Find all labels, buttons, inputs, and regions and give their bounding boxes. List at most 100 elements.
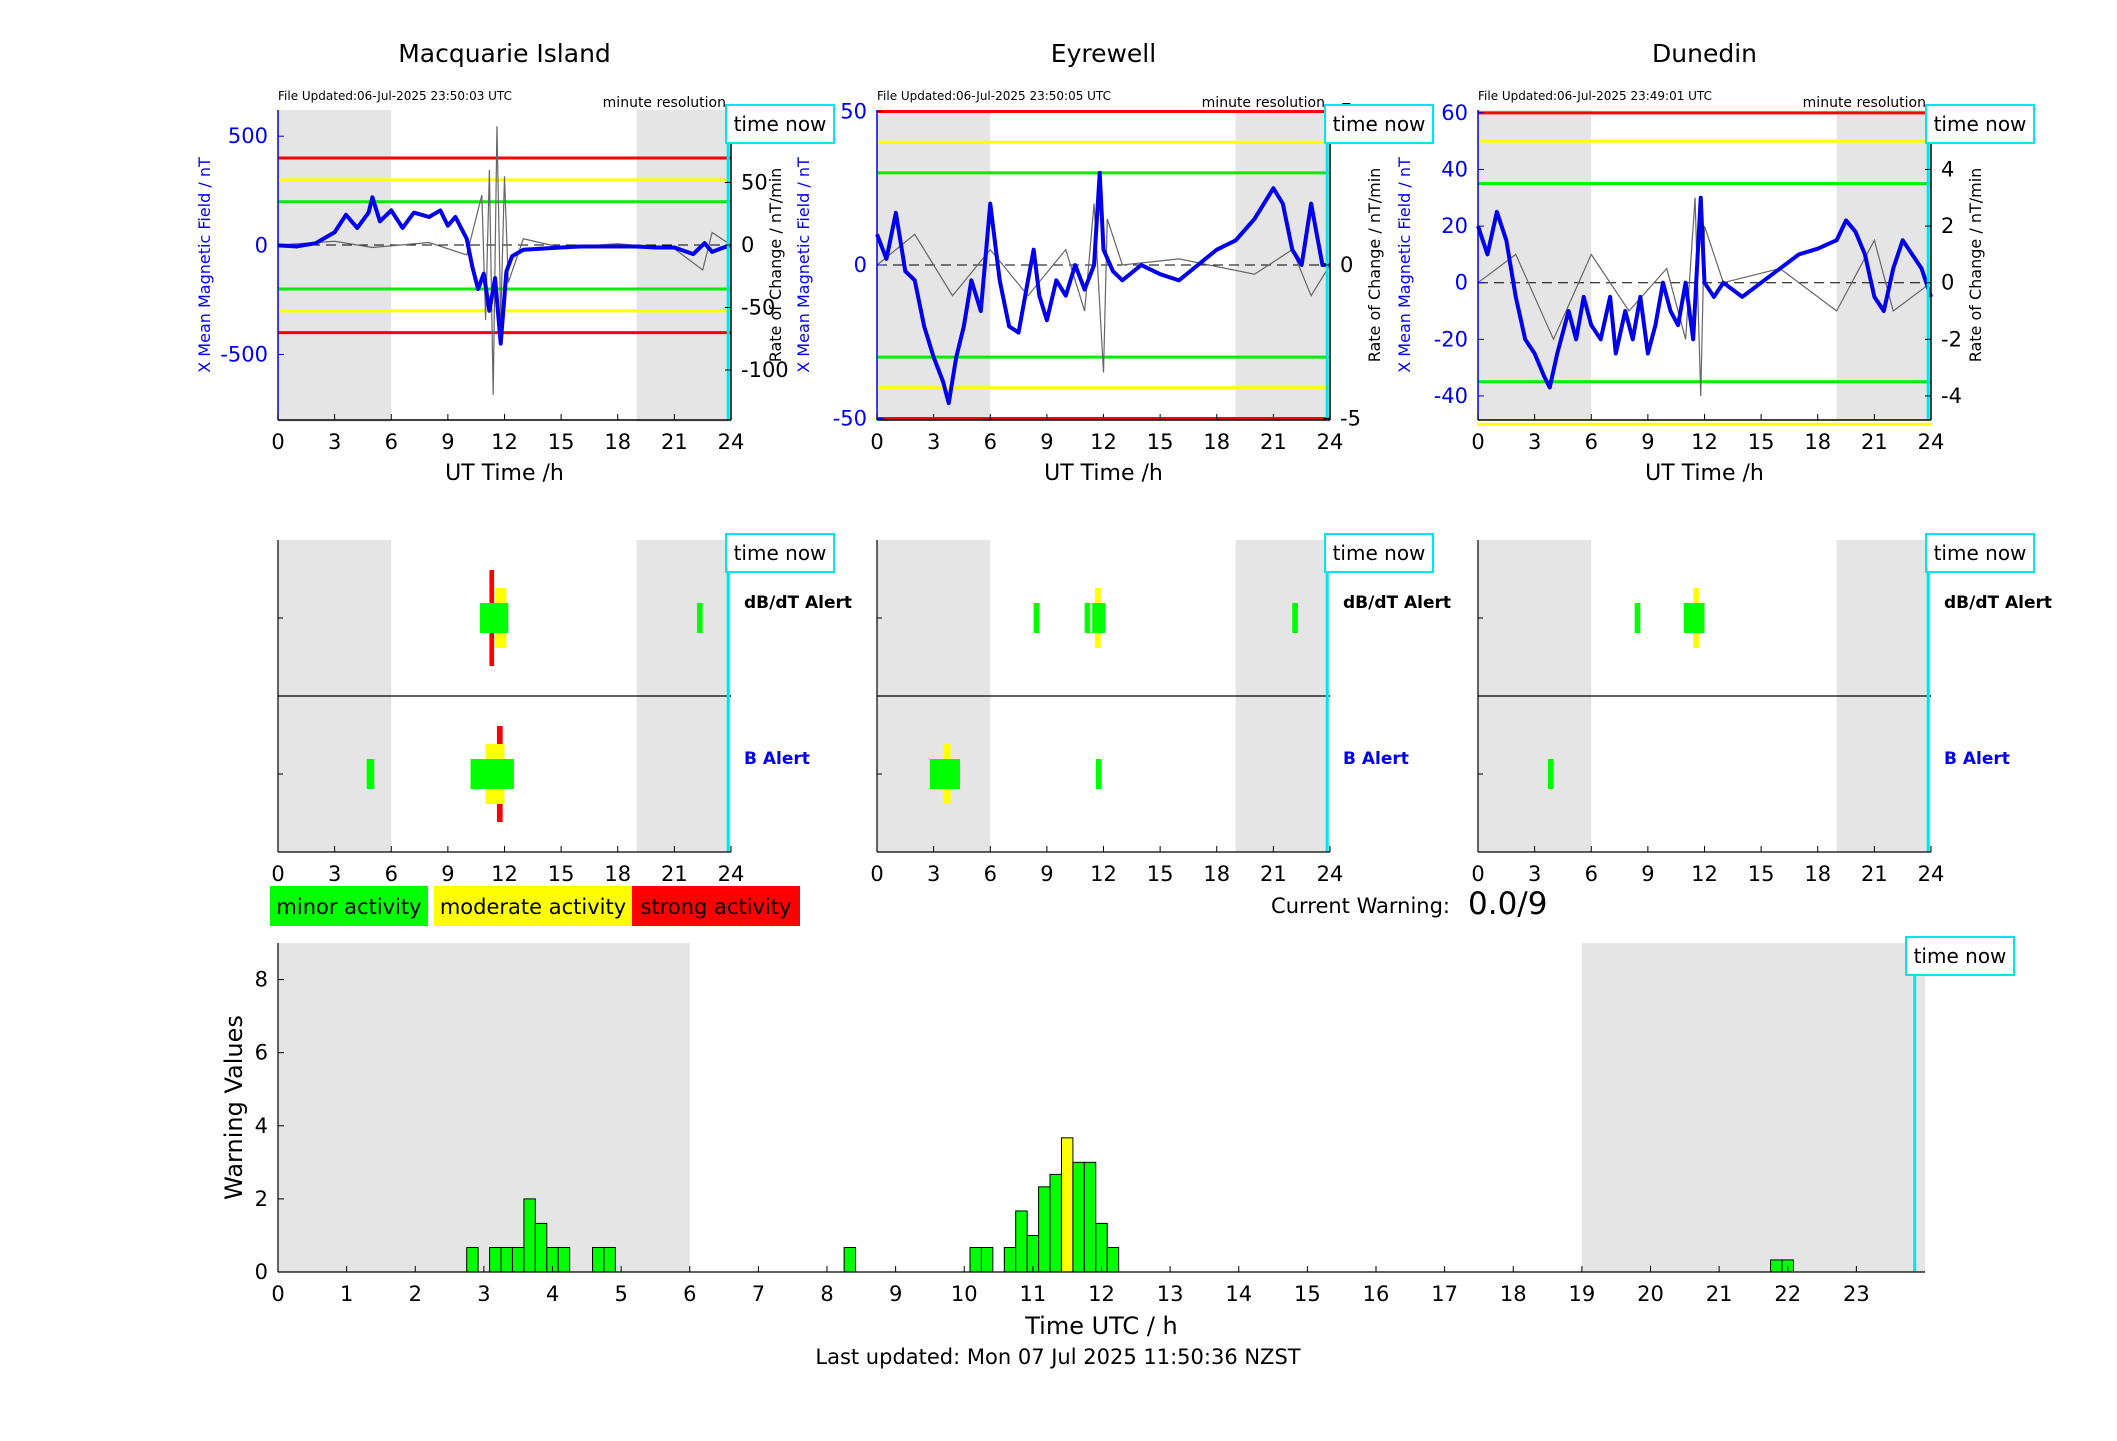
file-updated-label: File Updated:06-Jul-2025 23:50:03 UTC [278, 89, 512, 103]
x-tick-label: 13 [1157, 1282, 1184, 1306]
time-now-warning-box [1905, 936, 2015, 976]
x-tick-label: 0 [271, 430, 284, 454]
dbdt-alert-minor [1033, 603, 1040, 633]
x-tick-label: 18 [1203, 430, 1230, 454]
y2-axis-label: Rate of Change / nT/min [1365, 168, 1384, 363]
x-tick-label: 1 [340, 1282, 353, 1306]
field-panel-2: Eyrewell File Updated:06-Jul-2025 23:50:0… [794, 39, 1384, 486]
b-alert-minor [1095, 759, 1102, 789]
y-axis-label: X Mean Magnetic Field / nT [794, 157, 813, 373]
x-tick-label: 16 [1363, 1282, 1390, 1306]
time-now-top-1-label: time now [734, 112, 827, 136]
x-tick-label: 12 [1691, 430, 1718, 454]
x-tick-label: 23 [1843, 1282, 1870, 1306]
y-axis-label: X Mean Magnetic Field / nT [1395, 157, 1414, 373]
y-tick-label: 0 [1455, 271, 1468, 295]
x-tick-label: 18 [1804, 430, 1831, 454]
night-shading [1836, 110, 1931, 420]
x-tick-label: 21 [1706, 1282, 1733, 1306]
x-tick-label: 18 [604, 430, 631, 454]
y-tick-label: 0 [255, 233, 268, 257]
warning-bar [1038, 1186, 1051, 1273]
y2-tick-label: 0 [1340, 253, 1353, 277]
warning-bar [489, 1247, 502, 1273]
warning-bar [1770, 1259, 1783, 1273]
x-tick-label: 6 [683, 1282, 696, 1306]
resolution-label: minute resolution [1202, 95, 1325, 111]
x-tick-label: 9 [1040, 862, 1053, 886]
x-tick-label: 9 [441, 862, 454, 886]
b-alert-minor [1547, 759, 1554, 789]
y-tick-label: 40 [1441, 157, 1468, 181]
x-tick-label: 3 [328, 430, 341, 454]
warning-bar [534, 1222, 548, 1273]
current-warning-label: Current Warning: [1271, 894, 1450, 918]
y2-axis-label: Rate of Change / nT/min [1966, 168, 1985, 363]
warning-bar [1095, 1222, 1108, 1273]
time-now-alert-1-box [725, 533, 835, 573]
warning-bar [843, 1247, 857, 1273]
y-axis-label: Warning Values [220, 1015, 248, 1200]
dbdt-alert-label: dB/dT Alert [1944, 593, 2052, 613]
dbdt-alert-minor [1292, 603, 1298, 633]
y-tick-label: -40 [1434, 384, 1468, 408]
y-tick-label: 2 [255, 1187, 268, 1211]
y2-tick-label: -4 [1941, 384, 1962, 408]
x-axis-label: Time UTC / h [1024, 1312, 1178, 1340]
warning-bar [557, 1247, 571, 1273]
y-tick-label: 0 [255, 1260, 268, 1284]
dbdt-alert-minor [1683, 603, 1705, 633]
dbdt-alert-label: dB/dT Alert [744, 593, 852, 613]
y2-axis-label: Rate of Change / nT/min [766, 168, 785, 363]
y-tick-label: 8 [255, 968, 268, 992]
x-tick-label: 11 [1020, 1282, 1047, 1306]
y-tick-label: 50 [840, 100, 867, 124]
x-tick-label: 18 [604, 862, 631, 886]
b-alert-minor [929, 759, 961, 789]
y2-tick-label: 4 [1941, 157, 1954, 181]
y-tick-label: 0 [854, 253, 867, 277]
x-tick-label: 15 [1147, 430, 1174, 454]
x-tick-label: 9 [1641, 430, 1654, 454]
mean-field-series [1476, 195, 1933, 390]
alert-panel-3: 0 3 6 9 12 15 18 21 24 dB/dT Alert B Alert [1471, 540, 2052, 886]
x-tick-label: 15 [1748, 862, 1775, 886]
x-tick-label: 3 [477, 1282, 490, 1306]
x-tick-label: 3 [1528, 430, 1541, 454]
resolution-label: minute resolution [1803, 95, 1926, 111]
y2-tick-label: 0 [1941, 271, 1954, 295]
x-tick-label: 4 [546, 1282, 559, 1306]
x-axis-label: UT Time /h [445, 461, 564, 486]
time-now-alert-2-box [1324, 533, 1434, 573]
station-title: Dunedin [1652, 39, 1757, 68]
mean-field-series [875, 170, 1330, 406]
x-tick-label: 0 [870, 862, 883, 886]
file-updated-label: File Updated:06-Jul-2025 23:49:01 UTC [1478, 89, 1712, 103]
resolution-label: minute resolution [603, 95, 726, 111]
time-now-warning-label: time now [1914, 944, 2007, 968]
warning-bar [466, 1247, 479, 1273]
x-tick-label: 24 [1317, 862, 1344, 886]
warning-bar [1003, 1247, 1017, 1273]
b-alert-label: B Alert [1944, 749, 2010, 769]
footer-last-updated: Last updated: Mon 07 Jul 2025 11:50:36 N… [815, 1345, 1300, 1369]
current-warning-value: 0.0/9 [1468, 886, 1547, 922]
x-tick-label: 18 [1804, 862, 1831, 886]
x-tick-label: 15 [1748, 430, 1775, 454]
legend-label-2: strong activity [641, 895, 792, 919]
dbdt-alert-minor [1092, 603, 1106, 633]
dbdt-alert-label: dB/dT Alert [1343, 593, 1451, 613]
warning-bar [500, 1247, 513, 1273]
x-tick-label: 6 [385, 862, 398, 886]
x-tick-label: 7 [752, 1282, 765, 1306]
warning-bar [1049, 1173, 1062, 1273]
x-tick-label: 6 [1585, 862, 1598, 886]
time-now-top-2-box [1324, 104, 1434, 144]
time-now-alert-2-label: time now [1333, 541, 1426, 565]
x-tick-label: 19 [1569, 1282, 1596, 1306]
x-tick-label: 2 [409, 1282, 422, 1306]
warning-bar [1072, 1161, 1085, 1273]
warning-bar [523, 1198, 536, 1273]
